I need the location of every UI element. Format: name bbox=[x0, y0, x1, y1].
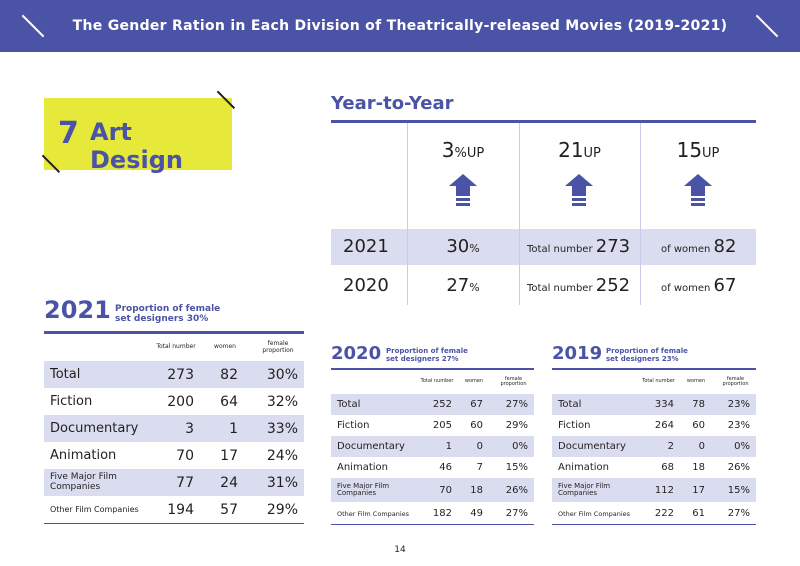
note-2020: Proportion of female set designers 27% bbox=[386, 347, 468, 364]
table-row: Animation 68 18 26% bbox=[558, 462, 750, 473]
table-2019: Total number women female proportion Tota… bbox=[552, 370, 756, 525]
row-band-2021 bbox=[331, 229, 756, 265]
header-women: women bbox=[214, 343, 236, 351]
year-to-year-title: Year-to-Year bbox=[331, 93, 454, 114]
year-heading-2021: 2021 bbox=[44, 296, 111, 324]
table-row: Fiction 200 64 32% bbox=[50, 393, 298, 410]
up-arrow-icon bbox=[684, 174, 712, 206]
table-row: Other Film Companies 194 57 29% bbox=[50, 501, 298, 518]
table-row: Documentary 2 0 0% bbox=[552, 436, 756, 457]
table-row: Total 273 82 30% bbox=[44, 361, 304, 388]
page-number: 14 bbox=[394, 545, 406, 555]
table-top-rule bbox=[552, 368, 756, 370]
table-bottom-rule bbox=[552, 524, 756, 525]
year-to-year-table: 3%UP 21UP 15UP 2021 30% Total number 273… bbox=[331, 120, 756, 305]
up-arrow-icon bbox=[449, 174, 477, 206]
pct-2020: 27% bbox=[446, 275, 480, 296]
women-2021: of women 82 bbox=[661, 236, 737, 257]
table-row: Fiction 205 60 29% bbox=[337, 420, 528, 431]
table-row: Animation 46 7 15% bbox=[337, 462, 528, 473]
header-total: Total number bbox=[156, 343, 196, 351]
table-row: Five Major Film Companies 112 17 15% bbox=[552, 478, 756, 502]
change-women: 15UP bbox=[676, 138, 720, 162]
section-title: Art Design bbox=[90, 118, 183, 174]
header-banner: The Gender Ration in Each Division of Th… bbox=[0, 0, 800, 52]
column-divider bbox=[407, 123, 408, 305]
table-row: Total 334 78 23% bbox=[552, 394, 756, 415]
table-bottom-rule bbox=[331, 524, 534, 525]
note-2019: Proportion of female set designers 23% bbox=[606, 347, 688, 364]
up-arrow-icon bbox=[565, 174, 593, 206]
change-percent: 3%UP bbox=[441, 138, 485, 162]
column-divider bbox=[640, 123, 641, 305]
table-row: Animation 70 17 24% bbox=[50, 447, 298, 464]
table-row: Five Major Film Companies 77 24 31% bbox=[44, 469, 304, 496]
page-title: The Gender Ration in Each Division of Th… bbox=[72, 18, 728, 34]
table-row: Fiction 264 60 23% bbox=[558, 420, 750, 431]
table-row: Other Film Companies 182 49 27% bbox=[337, 508, 528, 519]
table-bottom-rule bbox=[44, 523, 304, 524]
section-badge: 7 Art Design bbox=[44, 98, 232, 174]
table-2021: Total number women female proportion Tota… bbox=[44, 334, 304, 523]
section-number: 7 bbox=[58, 116, 79, 151]
table-row: Total 252 67 27% bbox=[331, 394, 534, 415]
table-row: Documentary 1 0 0% bbox=[331, 436, 534, 457]
year-label-2020: 2020 bbox=[343, 275, 389, 296]
year-heading-2020: 2020 bbox=[331, 343, 382, 364]
total-2021: Total number 273 bbox=[527, 236, 631, 257]
table-top-rule bbox=[44, 331, 304, 334]
year-heading-2019: 2019 bbox=[552, 343, 603, 364]
women-2020: of women 67 bbox=[661, 275, 737, 296]
table-row: Other Film Companies 222 61 27% bbox=[558, 508, 750, 519]
column-divider bbox=[519, 123, 520, 305]
table-row: Documentary 3 1 33% bbox=[44, 415, 304, 442]
pct-2021: 30% bbox=[446, 236, 480, 257]
top-rule bbox=[331, 120, 756, 123]
year-label-2021: 2021 bbox=[343, 236, 389, 257]
total-2020: Total number 252 bbox=[527, 275, 631, 296]
table-row: Five Major Film Companies 70 18 26% bbox=[331, 478, 534, 502]
change-total: 21UP bbox=[558, 138, 601, 162]
table-top-rule bbox=[331, 368, 534, 370]
table-2020: Total number women female proportion Tota… bbox=[331, 370, 534, 525]
note-2021: Proportion of female set designers 30% bbox=[115, 304, 221, 325]
